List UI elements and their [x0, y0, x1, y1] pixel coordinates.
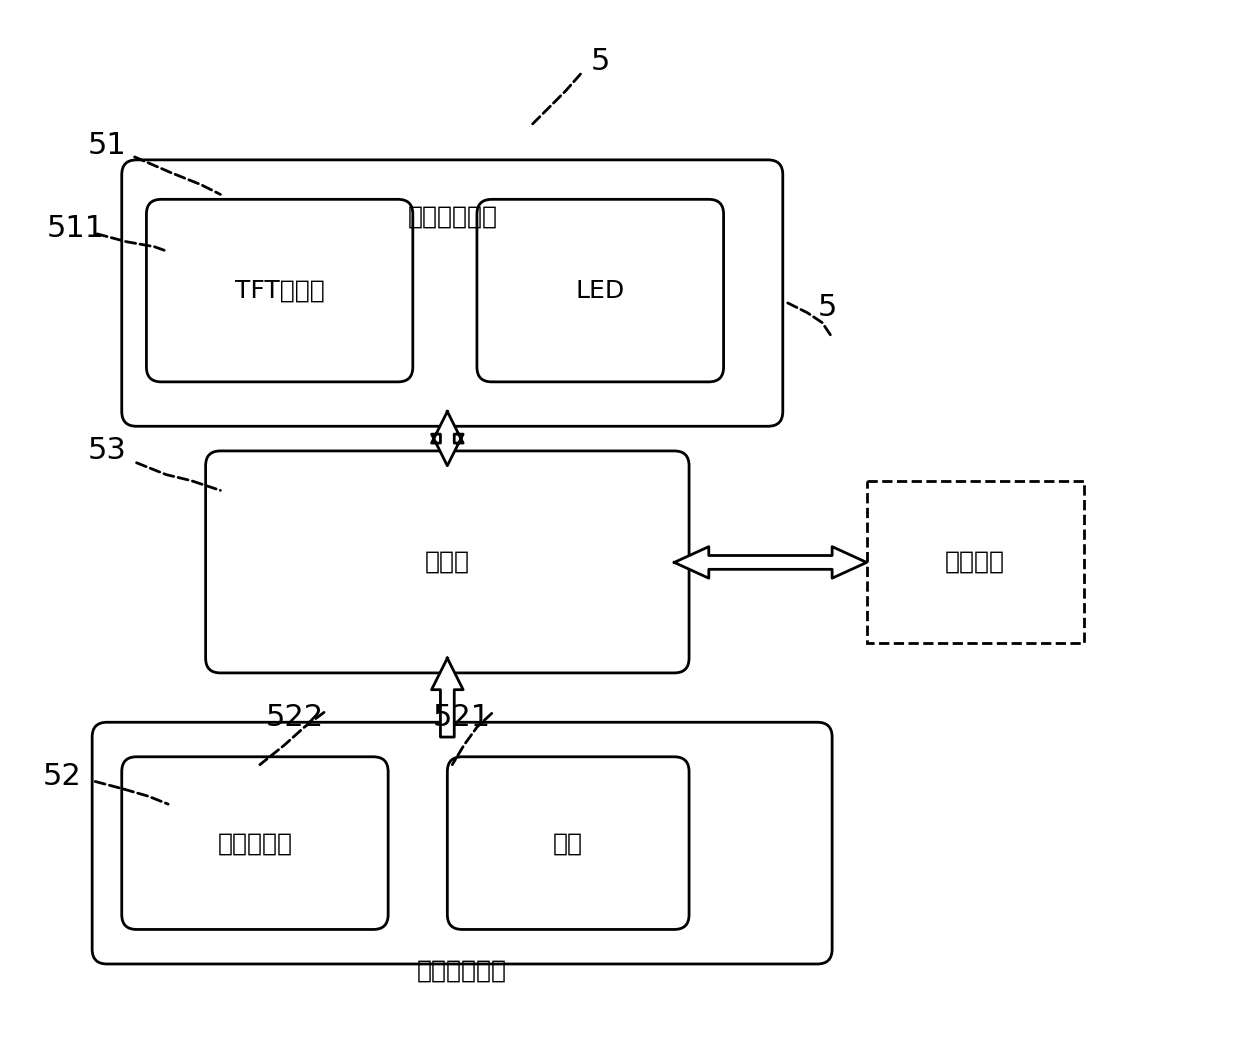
FancyBboxPatch shape — [448, 756, 689, 930]
FancyBboxPatch shape — [122, 160, 782, 426]
Text: TFT显示器: TFT显示器 — [234, 278, 325, 302]
Bar — [867, 480, 1084, 643]
Polygon shape — [432, 658, 463, 737]
Text: 显示面板单元: 显示面板单元 — [407, 205, 497, 229]
FancyBboxPatch shape — [122, 756, 388, 930]
Text: 5: 5 — [817, 293, 837, 322]
Text: LED: LED — [575, 278, 625, 302]
Text: 5: 5 — [590, 47, 610, 76]
Text: 52: 52 — [43, 762, 82, 791]
Text: 主控单元: 主控单元 — [945, 550, 1006, 574]
Text: 旋转编码器: 旋转编码器 — [217, 831, 293, 855]
FancyBboxPatch shape — [92, 722, 832, 964]
Polygon shape — [675, 547, 867, 579]
Polygon shape — [432, 411, 463, 465]
FancyBboxPatch shape — [146, 199, 413, 382]
Text: 处理器: 处理器 — [425, 550, 470, 574]
Text: 53: 53 — [88, 436, 126, 465]
Text: 51: 51 — [88, 131, 126, 160]
Text: 511: 511 — [46, 214, 104, 243]
Text: 521: 521 — [433, 702, 491, 731]
Text: 522: 522 — [265, 702, 324, 731]
Text: 控制面板单元: 控制面板单元 — [417, 959, 507, 983]
FancyBboxPatch shape — [206, 451, 689, 673]
Text: 按键: 按键 — [553, 831, 583, 855]
FancyBboxPatch shape — [477, 199, 724, 382]
